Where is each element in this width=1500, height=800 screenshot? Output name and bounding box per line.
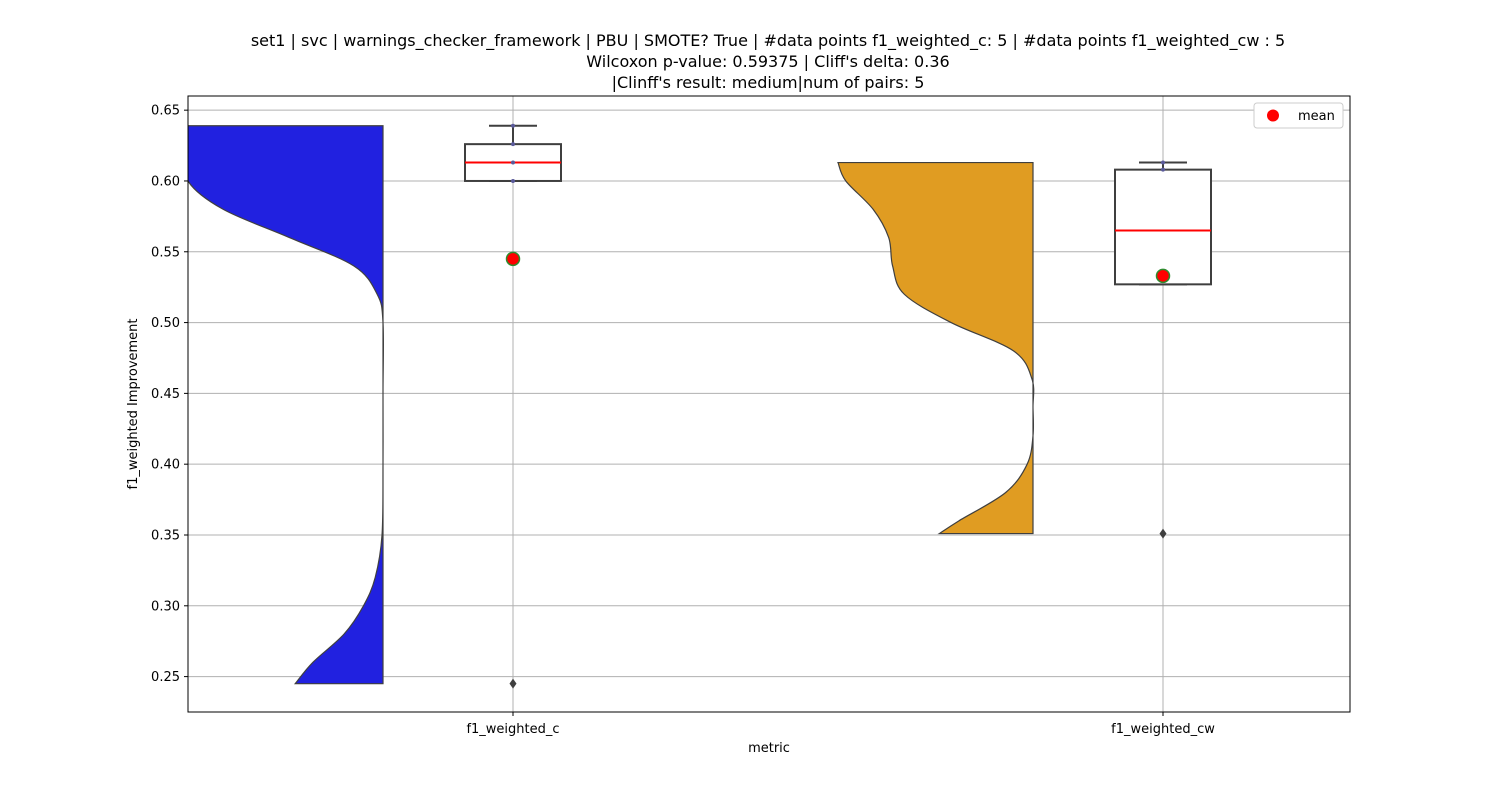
mean-marker: [505, 251, 521, 267]
y-axis-label: f1_weighted Improvement: [126, 318, 141, 489]
title-line-2: Wilcoxon p-value: 0.59375 | Cliff's delt…: [586, 52, 949, 71]
violin-layer: [188, 125, 1035, 685]
chart-title: set1 | svc | warnings_checker_framework …: [251, 31, 1285, 92]
y-tick-label: 0.25: [151, 670, 180, 685]
mean-marker: [1155, 268, 1171, 284]
y-tick-label: 0.40: [151, 458, 180, 473]
y-tick-label: 0.45: [151, 387, 180, 402]
y-tick-label: 0.35: [151, 528, 180, 543]
legend: mean: [1253, 102, 1344, 129]
x-tick-label: f1_weighted_cw: [1111, 722, 1215, 737]
outlier-marker: [509, 678, 517, 689]
plot-frame: [187, 95, 1351, 713]
violin-f1_weighted_cw: [837, 161, 1035, 535]
box-layer: [464, 123, 1212, 689]
data-point: [511, 160, 515, 165]
data-point: [511, 142, 515, 147]
violin-f1_weighted_c: [188, 125, 385, 685]
y-tick-label: 0.50: [151, 316, 180, 331]
legend-mean-label: mean: [1298, 109, 1335, 124]
data-point: [1161, 160, 1165, 165]
x-axis-label: metric: [748, 741, 790, 756]
y-tick-label: 0.65: [151, 104, 180, 119]
box-f1_weighted_cw: [1114, 168, 1212, 286]
y-tick-label: 0.30: [151, 599, 180, 614]
legend-mean-marker: [1267, 109, 1279, 122]
title-line-3: |Clinff's result: medium|num of pairs: 5: [612, 73, 925, 92]
outlier-marker: [1159, 528, 1167, 539]
data-point: [511, 123, 515, 128]
legend-box: [1253, 102, 1344, 129]
data-point: [511, 178, 515, 183]
data-point: [1161, 167, 1165, 172]
x-tick-label: f1_weighted_c: [466, 722, 559, 737]
title-line-1: set1 | svc | warnings_checker_framework …: [251, 31, 1285, 51]
y-tick-label: 0.60: [151, 174, 180, 189]
x-axis-ticks: f1_weighted_c f1_weighted_cw: [466, 712, 1215, 737]
y-tick-label: 0.55: [151, 245, 180, 260]
y-axis-ticks: 0.25 0.30 0.35 0.40 0.45 0.50 0.55 0.60 0.65: [151, 104, 188, 685]
